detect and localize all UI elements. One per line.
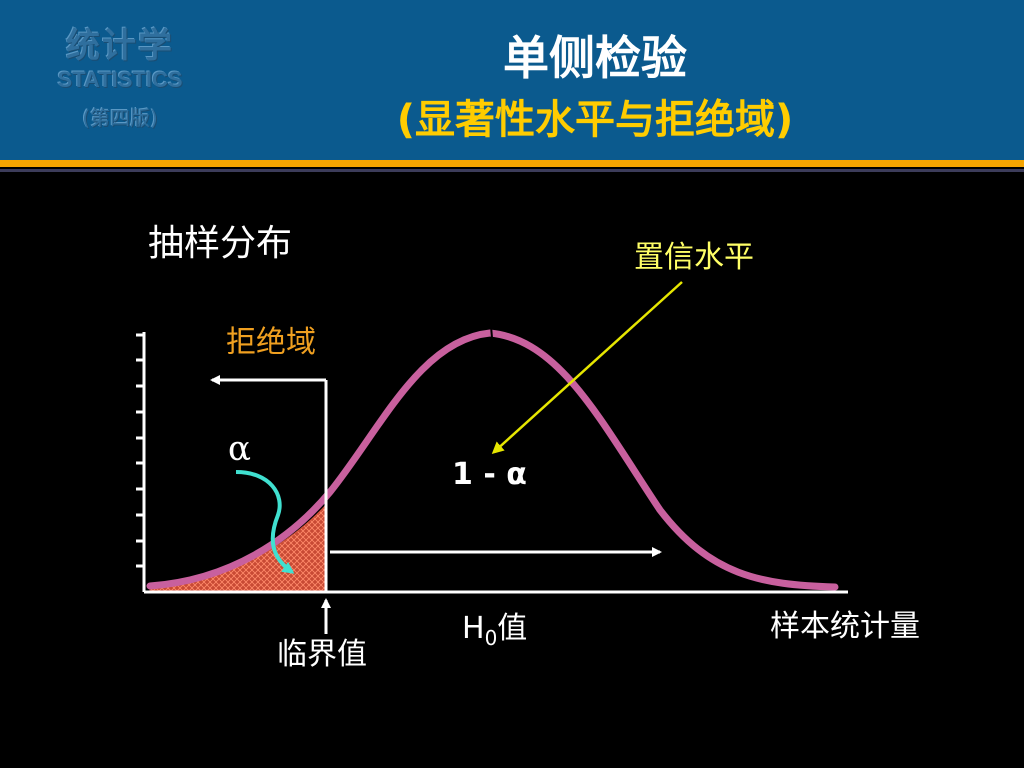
logo-chinese: 统计学 [66,26,174,66]
h0-value-label: H0值 [462,611,528,650]
header-divider [0,169,1024,172]
curve-peak-tick [490,325,493,339]
alpha-label: α [228,429,251,469]
slide-subtitle: (显著性水平与拒绝域) [396,97,794,143]
header-accent-line [0,160,1024,167]
h0-subscript: 0 [484,626,498,650]
logo-english: STATISTICS [57,67,183,92]
confidence-level-label: 置信水平 [634,240,754,275]
y-axis [136,332,146,592]
rejection-region-label: 拒绝域 [226,325,316,360]
sampling-distribution-label: 抽样分布 [148,223,293,264]
logo-edition: (第四版) [82,106,158,130]
confidence-level-arrow [491,281,683,455]
h0-letter: H [462,611,485,646]
alpha-arrow [235,470,295,574]
one-minus-alpha-label: 1 - α [452,457,527,492]
title-bar [0,0,1024,160]
sample-statistic-label: 样本统计量 [770,609,920,644]
rejection-region-shading [149,503,327,593]
critical-value-label: 临界值 [277,637,367,672]
h0-suffix: 值 [497,611,528,646]
slide-title: 单侧检验 [503,31,687,85]
logo: 统计学 STATISTICS (第四版) [30,26,210,138]
distribution-curve [146,329,839,591]
